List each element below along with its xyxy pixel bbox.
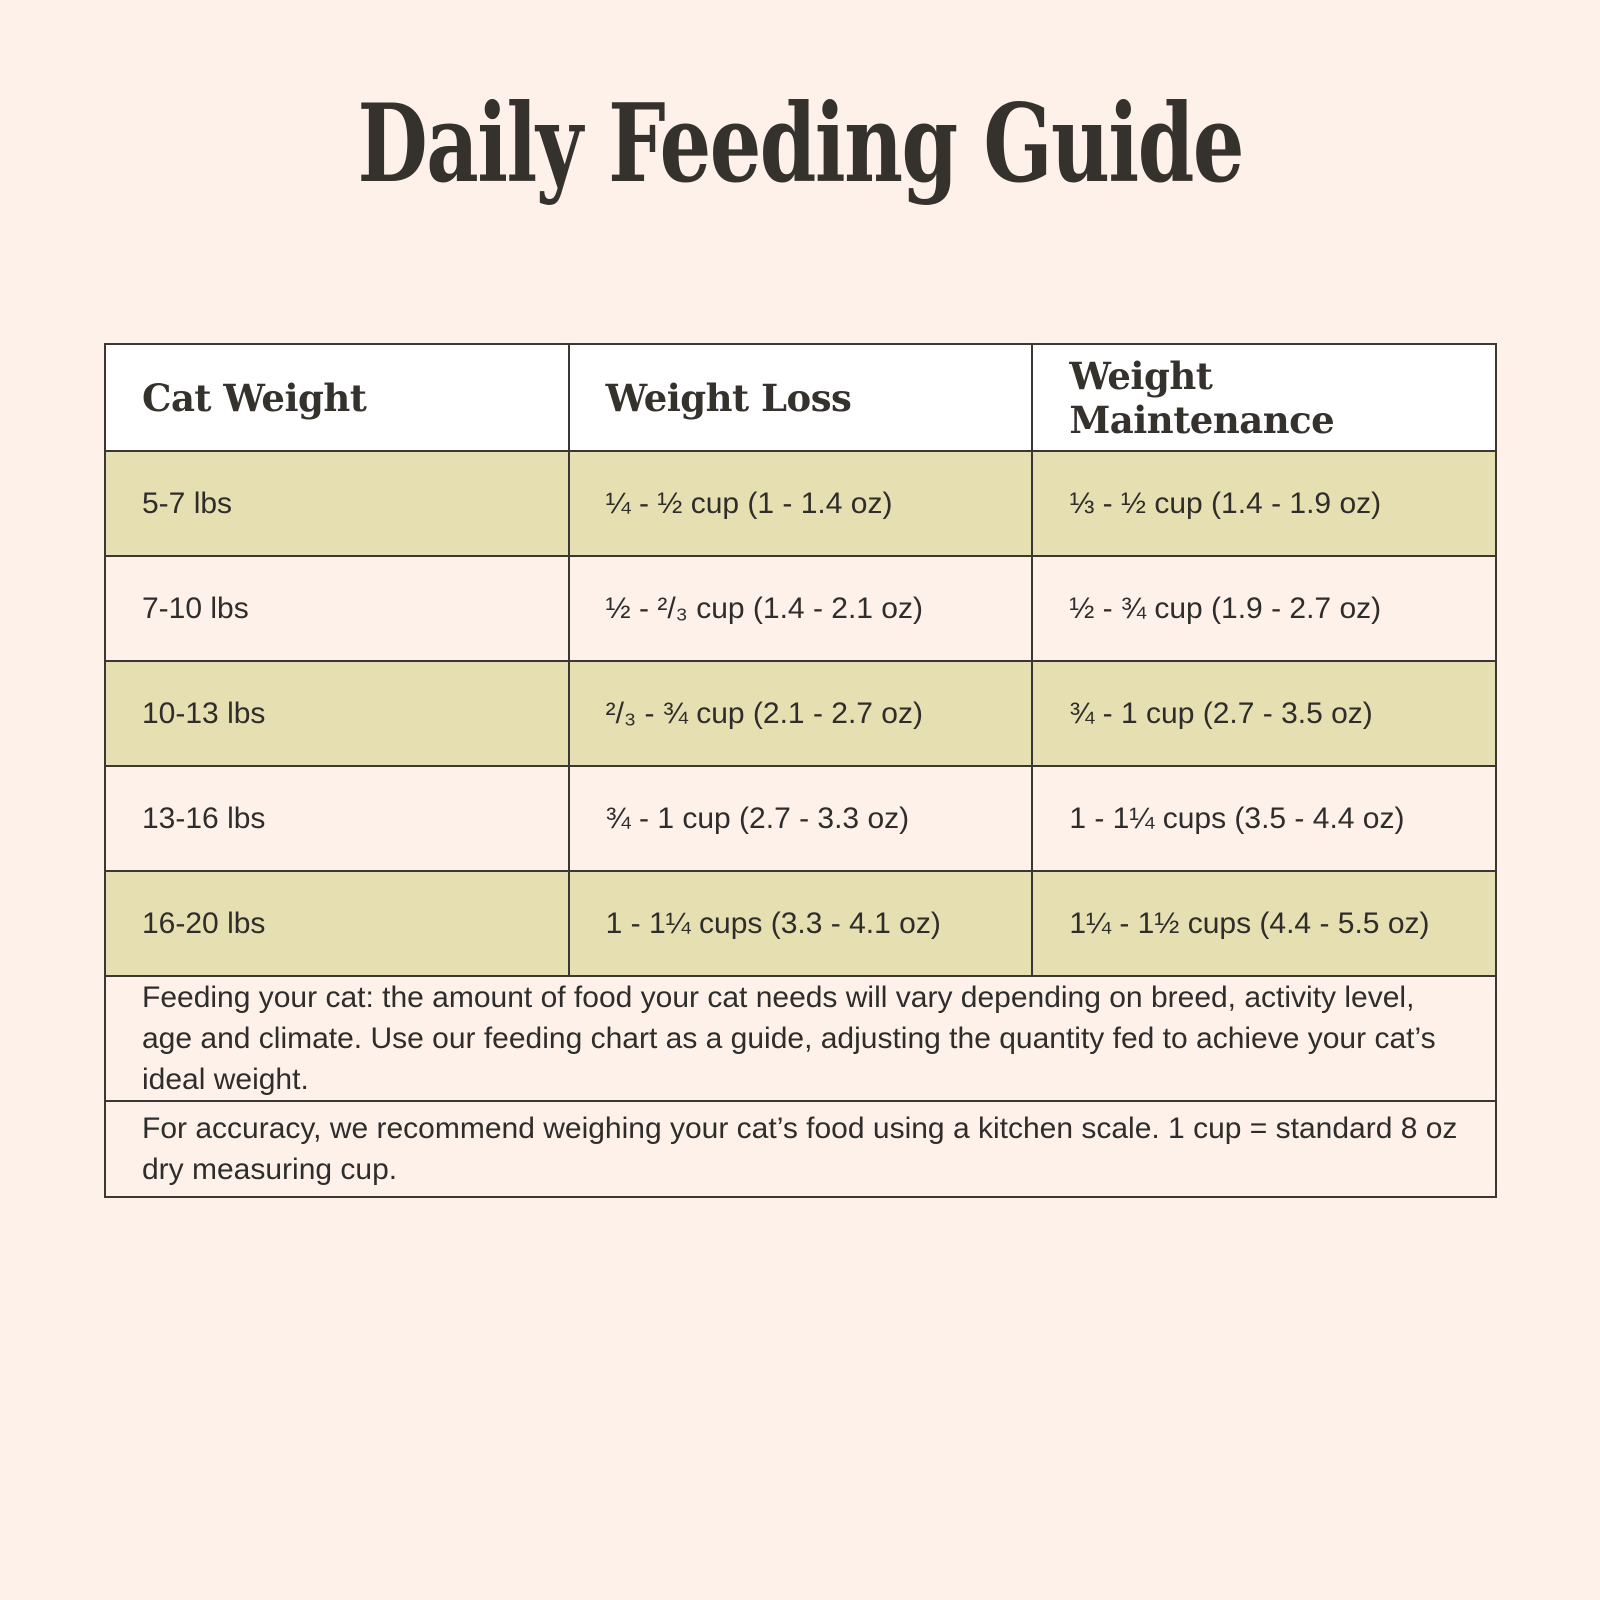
cell-weight-loss: ½ - ²/₃ cup (1.4 - 2.1 oz) [567,555,1034,662]
table-row: 10-13 lbs ²/₃ - ¾ cup (2.1 - 2.7 oz) ¾ -… [104,660,1497,767]
table-row: 16-20 lbs 1 - 1¼ cups (3.3 - 4.1 oz) 1¼ … [104,870,1497,977]
cell-weight-maintenance: ⅓ - ½ cup (1.4 - 1.9 oz) [1031,450,1497,557]
page-title: Daily Feeding Guide [357,81,1244,207]
cell-cat-weight: 13-16 lbs [104,765,570,872]
cell-weight-maintenance: 1¼ - 1½ cups (4.4 - 5.5 oz) [1031,870,1497,977]
column-header-weight-loss: Weight Loss [567,343,1034,452]
feeding-note: Feeding your cat: the amount of food you… [104,975,1497,1102]
table-row: 13-16 lbs ¾ - 1 cup (2.7 - 3.3 oz) 1 - 1… [104,765,1497,872]
cell-weight-loss: ¾ - 1 cup (2.7 - 3.3 oz) [567,765,1034,872]
accuracy-note: For accuracy, we recommend weighing your… [104,1100,1497,1198]
cell-weight-loss: 1 - 1¼ cups (3.3 - 4.1 oz) [567,870,1034,977]
cell-weight-loss: ²/₃ - ¾ cup (2.1 - 2.7 oz) [567,660,1034,767]
feeding-guide-table: Cat Weight Weight Loss Weight Maintenanc… [104,343,1497,1198]
column-header-weight-maintenance: Weight Maintenance [1031,343,1497,452]
cell-cat-weight: 5-7 lbs [104,450,570,557]
column-header-cat-weight: Cat Weight [104,343,570,452]
cell-cat-weight: 16-20 lbs [104,870,570,977]
cell-weight-maintenance: ½ - ¾ cup (1.9 - 2.7 oz) [1031,555,1497,662]
note-row: For accuracy, we recommend weighing your… [104,1100,1497,1198]
note-row: Feeding your cat: the amount of food you… [104,975,1497,1102]
table-row: 5-7 lbs ¼ - ½ cup (1 - 1.4 oz) ⅓ - ½ cup… [104,450,1497,557]
header-row: Cat Weight Weight Loss Weight Maintenanc… [104,343,1497,452]
cell-weight-maintenance: 1 - 1¼ cups (3.5 - 4.4 oz) [1031,765,1497,872]
cell-weight-maintenance: ¾ - 1 cup (2.7 - 3.5 oz) [1031,660,1497,767]
cell-cat-weight: 10-13 lbs [104,660,570,767]
cell-cat-weight: 7-10 lbs [104,555,570,662]
page-title-container: Daily Feeding Guide [0,81,1600,207]
table-row: 7-10 lbs ½ - ²/₃ cup (1.4 - 2.1 oz) ½ - … [104,555,1497,662]
cell-weight-loss: ¼ - ½ cup (1 - 1.4 oz) [567,450,1034,557]
